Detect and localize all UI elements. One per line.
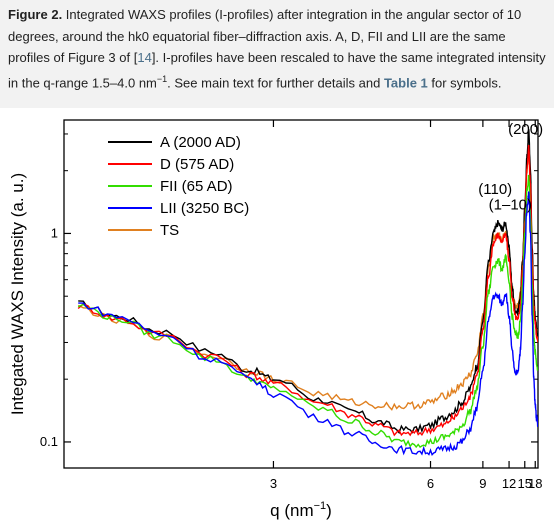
- legend-entry: A (2000 AD): [160, 134, 241, 151]
- x-tick-label: 18: [528, 476, 542, 491]
- caption-reference-link[interactable]: 14: [137, 50, 152, 65]
- series-line-ts: [77, 147, 538, 411]
- caption-text-4: for symbols.: [427, 74, 502, 90]
- y-tick-label: 0.1: [40, 434, 58, 449]
- x-tick-label: 12: [502, 476, 516, 491]
- caption-text-1: Integrated WAXS profiles (I-profiles) af…: [8, 7, 522, 65]
- legend-entry: D (575 AD): [160, 156, 234, 173]
- plot-frame: [63, 119, 539, 469]
- series-line-a: [78, 129, 538, 435]
- legend-entry: LII (3250 BC): [160, 200, 249, 217]
- x-axis-label: q (nm−1): [270, 500, 332, 520]
- peak-annotation: (1–10): [489, 197, 532, 214]
- caption-label: Figure 2.: [8, 7, 63, 22]
- figure-caption: Figure 2. Integrated WAXS profiles (I-pr…: [0, 0, 554, 108]
- x-tick-label: 3: [270, 476, 277, 491]
- legend-entry: TS: [160, 222, 179, 239]
- figure-area: 3 6 9 12 15 18 0.1 1 q (nm−1) Integated WAXS Inte…: [0, 108, 554, 525]
- series-line-d: [77, 144, 538, 437]
- x-tick-label: 15: [518, 476, 532, 491]
- caption-text-3: . See main text for further details and: [167, 74, 384, 90]
- peak-annotation: (110): [478, 181, 512, 198]
- y-axis-label: Integated WAXS Intensity (a. u.): [8, 173, 27, 415]
- caption-table-link[interactable]: Table 1: [383, 74, 428, 90]
- x-tick-label: 6: [427, 476, 434, 491]
- caption-superscript: −1: [156, 73, 168, 84]
- legend-entry: FII (65 AD): [160, 178, 233, 195]
- caption-text-2: ]. I-profiles have been rescaled to have…: [8, 50, 546, 90]
- peak-annotation: (200): [508, 121, 543, 138]
- series-line-lii: [78, 191, 538, 457]
- x-tick-label: 9: [479, 476, 486, 491]
- y-tick-label: 1: [51, 225, 58, 240]
- series-line-fii: [77, 174, 538, 449]
